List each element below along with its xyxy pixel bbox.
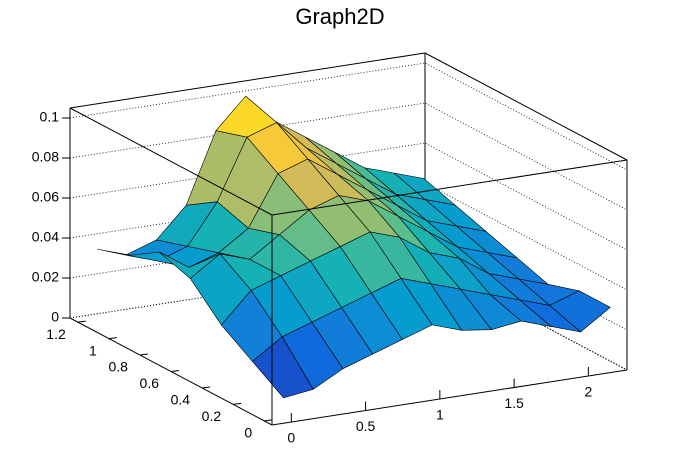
y-tick [264, 419, 273, 422]
z-tick-label: 0.06 [32, 189, 59, 205]
z-tick-label: 0.04 [32, 229, 59, 245]
x-tick-label: 2 [584, 384, 592, 400]
y-tick-label: 0 [244, 425, 252, 441]
box-edge [424, 52, 628, 161]
box-edge [69, 107, 273, 216]
x-tick-label: 0.5 [356, 418, 376, 434]
y-tick-label: 1.2 [46, 326, 66, 342]
x-tick-label: 1.5 [504, 395, 524, 411]
y-tick-label: 0.4 [171, 392, 191, 408]
y-tick [170, 370, 180, 372]
surface-cell [252, 336, 314, 399]
z-tick-label: 0.02 [32, 269, 59, 285]
box-edge [271, 159, 628, 216]
y-tick [233, 402, 242, 405]
y-tick-label: 0.8 [108, 359, 128, 375]
z-tick-label: 0 [51, 309, 59, 325]
y-tick [77, 320, 86, 323]
y-tick [202, 386, 211, 389]
y-tick [108, 337, 117, 340]
chart-title: Graph2D [295, 4, 384, 29]
box-edge [69, 52, 426, 109]
z-tick-label: 0.08 [32, 149, 59, 165]
y-tick-label: 0.2 [202, 408, 222, 424]
y-tick-label: 0.6 [140, 375, 160, 391]
y-tick [139, 353, 148, 356]
x-axis-line [271, 369, 628, 426]
x-tick-label: 1 [436, 407, 444, 423]
x-tick-label: 0 [287, 430, 295, 446]
z-tick-label: 0.1 [40, 109, 60, 125]
y-tick-label: 1 [89, 342, 97, 358]
